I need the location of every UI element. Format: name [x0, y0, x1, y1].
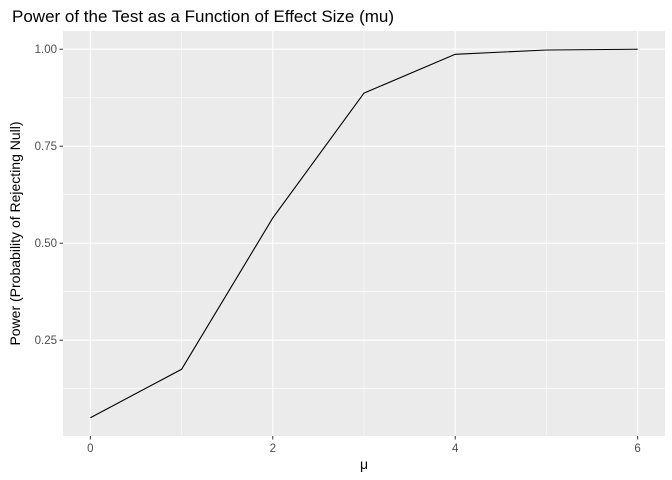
- y-axis-title: Power (Probability of Rejecting Null): [7, 121, 23, 345]
- x-tick-label: 2: [270, 443, 276, 455]
- axis-layer: 0 2 4 6 0.25 0.50 0.75 1.00: [35, 44, 641, 455]
- chart-title: Power of the Test as a Function of Effec…: [12, 7, 394, 26]
- x-axis-title: μ: [360, 456, 368, 472]
- series-layer: [90, 48, 638, 419]
- y-tick-label: 1.00: [35, 44, 57, 56]
- y-tick-label: 0.25: [35, 335, 57, 347]
- y-tick-label: 0.75: [35, 141, 57, 153]
- y-tick-label: 0.50: [35, 238, 57, 250]
- grid-lines: [63, 31, 665, 436]
- x-tick-label: 6: [634, 443, 640, 455]
- x-tick-label: 4: [452, 443, 459, 455]
- power-line: [90, 48, 638, 419]
- x-tick-label: 0: [87, 443, 93, 455]
